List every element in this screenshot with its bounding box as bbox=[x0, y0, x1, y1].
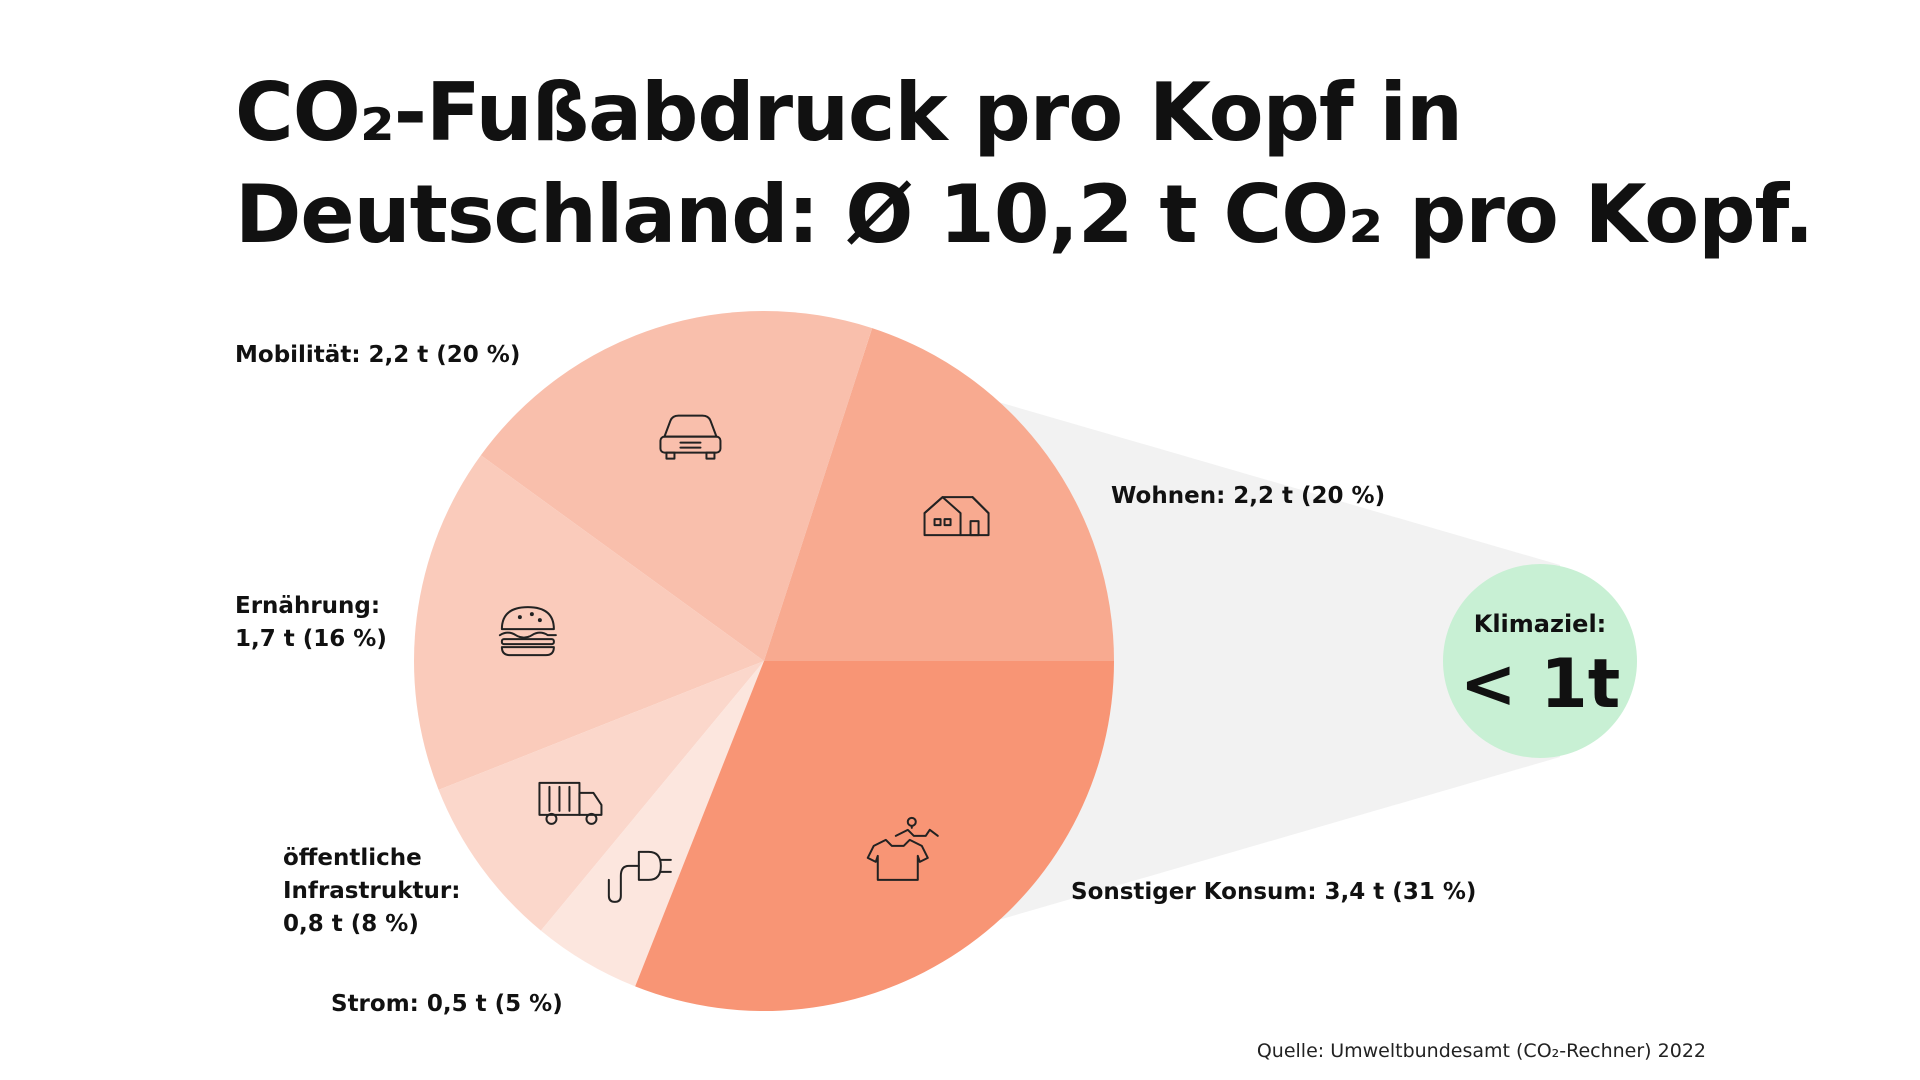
label-ernaehrung: Ernährung: 1,7 t (16 %) bbox=[235, 593, 387, 652]
label-infrastruktur: öffentliche Infrastruktur: 0,8 t (8 %) bbox=[283, 845, 461, 937]
pie-slices bbox=[413, 311, 1114, 1011]
goal-title: Klimaziel: bbox=[1474, 610, 1607, 638]
pie-slice-konsum bbox=[635, 661, 1114, 1011]
plug-icon bbox=[607, 850, 672, 903]
truck-icon bbox=[538, 781, 603, 825]
pie-slice-mobilitaet bbox=[480, 311, 873, 661]
climate-goal: Klimaziel: < 1t bbox=[1443, 564, 1637, 758]
title-line-2: Deutschland: Ø 10,2 t CO₂ pro Kopf. bbox=[235, 168, 1814, 261]
burger-icon bbox=[498, 606, 557, 657]
pie-slice-ernaehrung bbox=[413, 455, 764, 790]
label-wohnen: Wohnen: 2,2 t (20 %) bbox=[1111, 483, 1386, 509]
car-icon bbox=[659, 414, 722, 460]
label-mobilitaet: Mobilität: 2,2 t (20 %) bbox=[235, 342, 521, 368]
goal-circle bbox=[1443, 564, 1637, 758]
slice-icons bbox=[498, 414, 990, 903]
pie-slice-strom bbox=[540, 661, 764, 987]
label-konsum: Sonstiger Konsum: 3,4 t (31 %) bbox=[1071, 879, 1477, 905]
goal-value: < 1t bbox=[1460, 645, 1620, 724]
clothes-icon bbox=[866, 816, 939, 881]
pie-slice-infrastruktur bbox=[438, 661, 764, 931]
label-strom: Strom: 0,5 t (5 %) bbox=[331, 991, 563, 1017]
source-note: Quelle: Umweltbundesamt (CO₂-Rechner) 20… bbox=[1256, 1040, 1706, 1062]
title-line-1: CO₂-Fußabdruck pro Kopf in bbox=[235, 66, 1463, 159]
pie-slice-wohnen bbox=[764, 328, 1114, 661]
house-icon bbox=[923, 496, 990, 537]
chart-title: CO₂-Fußabdruck pro Kopf in Deutschland: … bbox=[235, 62, 1814, 266]
